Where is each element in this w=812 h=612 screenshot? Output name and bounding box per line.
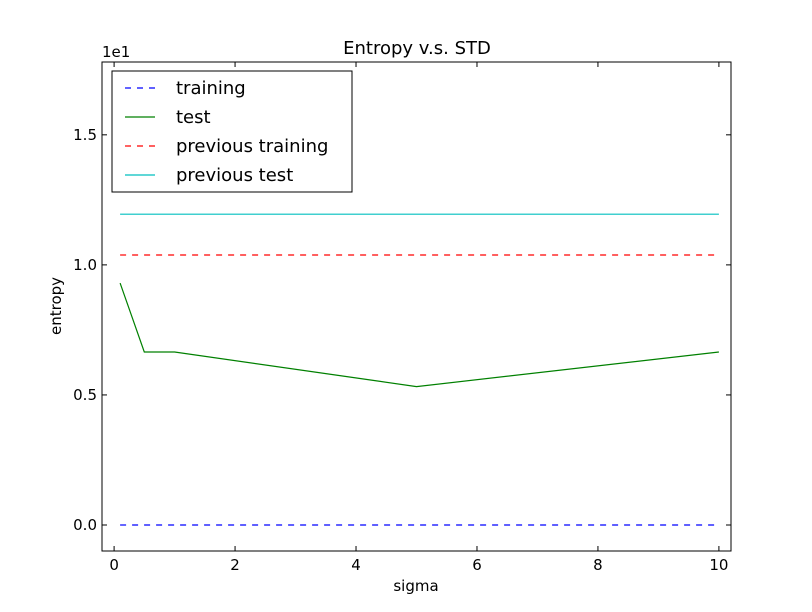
axis-ticks: 0 2 4 6 8 10 0.0 0.5 1.0 1.5 <box>73 62 731 574</box>
legend-box <box>111 70 353 193</box>
y-tick-label: 1.0 <box>73 256 97 274</box>
plot-frame <box>101 61 732 552</box>
x-tick-label: 10 <box>709 556 728 574</box>
y-tick-label: 0.5 <box>73 386 97 404</box>
y-tick-label: 1.5 <box>73 126 97 144</box>
chart-title: Entropy v.s. STD <box>343 38 491 59</box>
x-tick-label: 6 <box>472 556 482 574</box>
x-tick-label: 0 <box>109 556 119 574</box>
x-tick-label: 8 <box>593 556 603 574</box>
plot-area <box>119 213 719 526</box>
series-line-test <box>119 282 719 388</box>
legend: training test previous training previous te… <box>111 70 353 193</box>
legend-label-test: test <box>176 107 211 128</box>
legend-label-previous-test: previous test <box>176 165 293 186</box>
x-tick-label: 2 <box>230 556 240 574</box>
legend-label-previous-training: previous training <box>176 136 328 157</box>
y-tick-label: 0.0 <box>73 516 97 534</box>
y-axis-offset-label: 1e1 <box>102 43 130 61</box>
x-axis-label: sigma <box>393 577 438 595</box>
x-tick-label: 4 <box>351 556 361 574</box>
y-axis-label: entropy <box>47 277 65 335</box>
legend-label-training: training <box>176 78 246 99</box>
